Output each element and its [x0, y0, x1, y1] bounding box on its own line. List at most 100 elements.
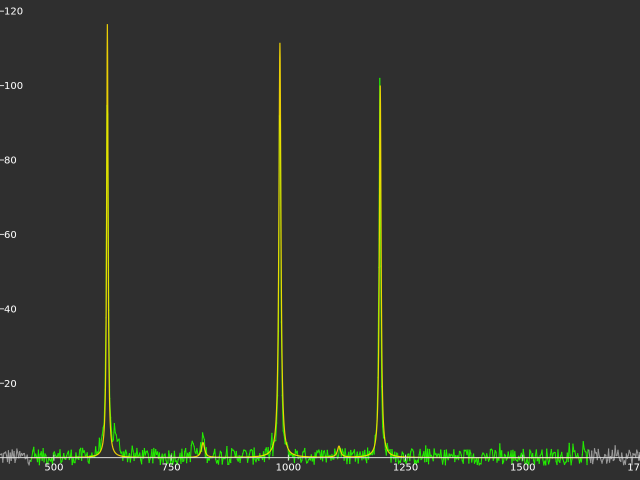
spectrum-segment: [176, 459, 179, 465]
spectrum-segment: [541, 450, 544, 460]
spectrum-point: [39, 453, 41, 455]
spectrum-point: [192, 443, 194, 445]
spectrum-point: [231, 449, 234, 451]
fit-curve: [30, 24, 589, 459]
spectrum-segment: [572, 444, 575, 452]
spectrum-point: [9, 452, 11, 454]
spectrum-segment: [440, 449, 443, 458]
spectrum-point: [523, 455, 525, 457]
spectrum-point: [373, 453, 375, 455]
spectrum-segment: [13, 451, 16, 463]
spectrum-point: [215, 458, 217, 460]
spectrum-point: [633, 454, 635, 456]
spectrum-segment: [28, 460, 31, 465]
spectrum-segment: [226, 446, 229, 465]
spectrum-point: [583, 448, 585, 450]
spectrum-segment: [111, 432, 114, 442]
spectrum-point: [190, 444, 192, 447]
spectrum-segment: [353, 449, 356, 462]
spectrum-segment: [100, 435, 103, 441]
spectrum-point: [516, 459, 518, 462]
spectrum-point: [2, 461, 4, 463]
spectrum-point: [49, 459, 51, 461]
y-tick-label: 20: [4, 379, 17, 390]
spectrum-point: [54, 454, 56, 456]
spectrum-segment: [445, 449, 448, 458]
spectrum-point: [173, 450, 176, 452]
spectrum-segment: [189, 445, 192, 462]
spectrum-point: [147, 453, 149, 455]
spectrum-segment: [52, 453, 54, 465]
spectrum-point: [78, 458, 80, 460]
spectrum-segment: [382, 426, 385, 438]
spectrum-point: [598, 455, 600, 457]
spectrum-point: [539, 455, 541, 457]
spectrum-segment: [568, 443, 571, 456]
spectrum-segment: [580, 454, 583, 462]
spectrum-segment: [181, 449, 184, 462]
spectrum-point: [561, 451, 563, 454]
spectrum-point: [75, 452, 77, 454]
spectrum-segment: [196, 448, 199, 455]
spectrum-point: [243, 449, 245, 451]
spectrum-segment: [462, 450, 465, 464]
spectrum-segment: [286, 442, 289, 447]
spectrum-point: [51, 464, 54, 466]
spectrum-point: [207, 457, 209, 459]
spectrum-point: [43, 461, 45, 463]
spectrum-point: [336, 458, 339, 460]
spectrum-point: [536, 460, 538, 462]
spectrum-point: [407, 453, 409, 455]
spectrum-point: [76, 458, 78, 460]
spectrum-point: [592, 463, 594, 465]
spectrum-point: [636, 449, 638, 451]
spectrum-segment: [33, 447, 36, 458]
spectrum-point: [153, 447, 155, 450]
spectrum-point: [606, 462, 608, 464]
spectrum-point: [50, 460, 52, 462]
spectrum-point: [100, 439, 102, 441]
spectrum-segment: [458, 451, 460, 460]
spectrum-segment: [359, 451, 362, 456]
spectrum-point: [65, 455, 68, 457]
spectrum-segment: [110, 417, 113, 433]
spectrum-segment: [618, 456, 621, 461]
spectrum-point: [538, 462, 540, 464]
spectrum-point: [82, 451, 85, 453]
spectrum-point: [42, 448, 44, 450]
spectrum-segment: [147, 454, 150, 463]
spectrum-point: [409, 459, 411, 462]
spectrum-point: [405, 462, 407, 464]
spectrum-point: [602, 458, 604, 461]
spectrum-segment: [605, 455, 608, 464]
spectrum-point: [79, 449, 81, 451]
spectrum-segment: [45, 455, 48, 464]
spectrum-segment: [386, 443, 389, 450]
spectrum-segment: [193, 446, 196, 452]
y-tick-label: 120: [4, 7, 23, 18]
spectrum-point: [83, 450, 85, 452]
spectrum-segment: [113, 423, 116, 433]
spectrum-point: [57, 453, 59, 455]
spectrum-segment: [131, 446, 134, 452]
spectrum-segment: [305, 458, 308, 464]
spectrum-segment: [282, 430, 285, 436]
spectrum-point: [151, 449, 153, 451]
spectrum-point: [224, 458, 226, 460]
spectrum-point: [577, 453, 579, 455]
spectrum-segment: [31, 450, 34, 458]
spectrum-segment: [594, 448, 596, 454]
spectrum-point: [476, 463, 478, 466]
spectrum-point: [164, 453, 166, 455]
spectrum-point: [33, 446, 35, 448]
spectrum-point: [264, 449, 266, 451]
x-tick-label: 1000: [276, 463, 301, 474]
spectrum-segment: [326, 450, 329, 457]
spectrum-segment: [480, 455, 483, 464]
spectrum-segment: [468, 450, 471, 464]
spectrum-point: [70, 449, 72, 451]
spectrum-segment: [608, 448, 611, 463]
spectrum-point: [228, 463, 230, 465]
spectrum-point: [145, 451, 147, 453]
